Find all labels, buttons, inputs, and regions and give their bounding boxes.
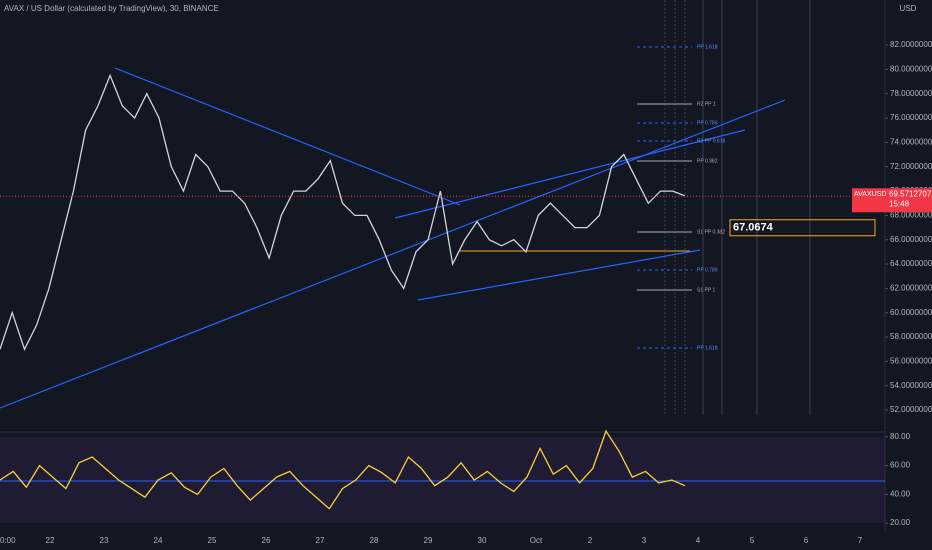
pivot-label: R2 PP 1: [697, 101, 716, 107]
chart-header: AVAX / US Dollar (calculated by TradingV…: [4, 4, 219, 13]
y-tick-label: 56.0000000: [890, 357, 932, 366]
x-tick-label: 7: [858, 536, 863, 545]
currency: USD: [900, 4, 917, 13]
x-tick-label: 0:00: [0, 536, 16, 545]
series-line: [0, 429, 686, 510]
pivot-label: R2 PP 0.618: [697, 138, 725, 144]
x-tick-label: 23: [100, 536, 109, 545]
y-tick-label: 60.00: [890, 461, 911, 470]
x-tick-label: 28: [370, 536, 379, 545]
x-tick-label: 26: [262, 536, 271, 545]
y-tick-label: 76.0000000: [890, 113, 932, 122]
last-time: 15:48: [889, 199, 910, 208]
x-tick-label: Oct: [530, 536, 543, 545]
y-tick-label: 54.0000000: [890, 381, 932, 390]
last-price: 69.5712707: [889, 189, 932, 198]
series-tag: AVAXUSD: [854, 191, 886, 198]
y-tick-label: 64.0000000: [890, 259, 932, 268]
price-tag: [852, 188, 932, 213]
y-tick-label: 80.00: [890, 432, 911, 441]
y-tick-label: 52.0000000: [890, 405, 932, 414]
y-tick-label: 82.0000000: [890, 40, 932, 49]
pivot-label: S1 PP 0.382: [697, 229, 725, 235]
y-tick-label: 58.0000000: [890, 332, 932, 341]
annotation-text: 67.0674: [733, 222, 774, 234]
pivot-label: PP 0.786: [697, 267, 718, 273]
time-lines: [664, 0, 811, 415]
pivot-label: PP 0.382: [697, 158, 718, 164]
annotation-box: [729, 219, 876, 237]
x-tick-label: 3: [642, 536, 647, 545]
x-tick-label: 29: [424, 536, 433, 545]
y-tick-label: 66.0000000: [890, 235, 932, 244]
x-tick-label: 24: [154, 536, 163, 545]
x-tick-label: 30: [478, 536, 487, 545]
x-tick-label: 2: [588, 536, 593, 545]
pivot-label: PP 0.786: [697, 120, 718, 126]
y-tick-label: 80.0000000: [890, 64, 932, 73]
x-tick-label: 6: [804, 536, 809, 545]
y-tick-label: 20.00: [890, 518, 911, 527]
y-tick-label: 78.0000000: [890, 89, 932, 98]
pivot-label: PP 1.618: [697, 345, 718, 351]
y-tick-label: 74.0000000: [890, 137, 932, 146]
x-tick-label: 25: [208, 536, 217, 545]
y-tick-label: 60.0000000: [890, 308, 932, 317]
y-tick-label: 68.0000000: [890, 211, 932, 220]
x-tick-label: 27: [316, 536, 325, 545]
x-tick-label: 5: [750, 536, 755, 545]
y-tick-label: 72.0000000: [890, 162, 932, 171]
x-tick-label: 4: [696, 536, 701, 545]
trend-lines: [0, 67, 786, 409]
x-tick-label: 22: [46, 536, 55, 545]
y-tick-label: 62.0000000: [890, 284, 932, 293]
pivot-label: PP 1.618: [697, 44, 718, 50]
y-tick-label: 40.00: [890, 489, 911, 498]
series-line: [0, 73, 686, 351]
pivot-label: S1 PP 1: [697, 287, 715, 293]
